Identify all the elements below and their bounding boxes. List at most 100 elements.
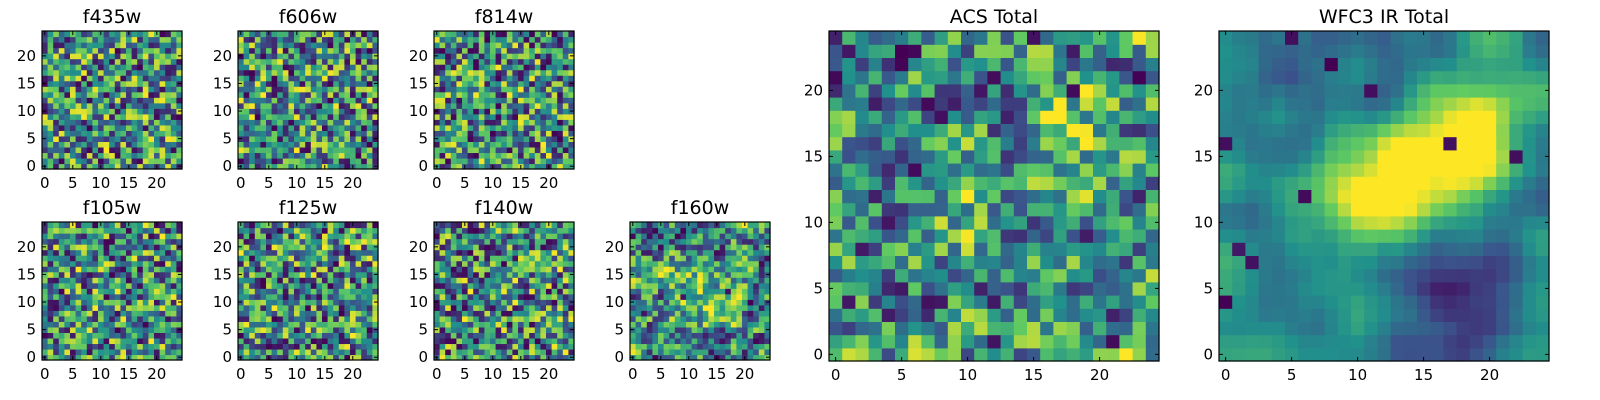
x-tick-label: 5 — [460, 174, 470, 192]
heatmap-cell — [176, 86, 183, 93]
heatmap-cell — [529, 244, 536, 251]
heatmap-cell — [551, 277, 558, 284]
heatmap-cell — [114, 304, 121, 311]
heatmap-cell — [439, 146, 446, 154]
heatmap-cell — [467, 271, 474, 278]
heatmap-cell — [478, 337, 485, 345]
heatmap-cell — [674, 227, 681, 234]
heatmap-cell — [495, 86, 502, 93]
heatmap-cell — [170, 288, 177, 295]
heatmap-cell — [86, 348, 93, 356]
heatmap-cell — [445, 163, 452, 170]
heatmap-cell — [361, 113, 368, 120]
heatmap-cell — [501, 102, 508, 109]
heatmap-cell — [473, 271, 480, 278]
heatmap-cell — [103, 64, 110, 71]
heatmap-cell — [131, 163, 138, 170]
heatmap-cell — [75, 337, 82, 345]
heatmap-cell — [934, 242, 949, 256]
y-tick-label: 5 — [418, 321, 428, 339]
heatmap-cell — [243, 64, 250, 71]
heatmap-cell — [70, 266, 77, 273]
heatmap-cell — [126, 53, 133, 60]
heatmap-cell — [126, 130, 133, 137]
heatmap-cell — [148, 271, 155, 278]
heatmap-cell — [238, 337, 245, 345]
heatmap-cell — [691, 310, 698, 317]
heatmap-cell — [53, 42, 60, 49]
heatmap-cell — [714, 271, 721, 278]
heatmap-cell — [249, 227, 256, 234]
heatmap-cell — [170, 260, 177, 267]
heatmap-cell — [562, 135, 569, 142]
heatmap-cell — [895, 281, 909, 296]
heatmap-cell — [131, 260, 138, 267]
heatmap-cell — [467, 337, 474, 345]
heatmap-cell — [534, 152, 541, 159]
heatmap-cell — [434, 102, 441, 109]
heatmap-cell — [176, 47, 183, 54]
heatmap-cell — [98, 310, 105, 317]
heatmap-cell — [506, 64, 513, 71]
heatmap-cell — [355, 58, 362, 65]
heatmap-cell — [686, 277, 693, 284]
heatmap-cell — [1145, 268, 1160, 283]
heatmap-cell — [154, 348, 161, 356]
heatmap-cell — [310, 332, 317, 339]
heatmap-cell — [350, 113, 357, 120]
heatmap-cell — [501, 130, 508, 137]
heatmap-cell — [327, 53, 334, 60]
heatmap-cell — [271, 255, 278, 262]
heatmap-cell — [1000, 202, 1015, 217]
heatmap-cell — [669, 299, 676, 306]
heatmap-cell — [64, 91, 71, 98]
heatmap-cell — [58, 47, 65, 54]
heatmap-cell — [635, 233, 642, 240]
heatmap-cell — [254, 36, 261, 43]
heatmap-cell — [42, 146, 49, 154]
heatmap-cell — [366, 260, 373, 267]
heatmap-cell — [344, 152, 351, 159]
heatmap-cell — [1079, 202, 1094, 217]
heatmap-cell — [254, 315, 261, 322]
heatmap-cell — [562, 293, 569, 300]
heatmap-cell — [249, 321, 256, 328]
heatmap-cell — [529, 163, 536, 170]
heatmap-cell — [641, 293, 648, 300]
heatmap-cell — [523, 277, 530, 284]
heatmap-cell — [333, 343, 340, 350]
heatmap-cell — [445, 86, 452, 93]
heatmap-cell — [445, 310, 452, 317]
heatmap-cell — [652, 348, 659, 356]
heatmap-cell — [92, 310, 99, 317]
heatmap-cell — [450, 255, 457, 262]
heatmap-cell — [730, 354, 737, 361]
heatmap-cell — [355, 288, 362, 295]
heatmap-cell — [663, 299, 670, 306]
heatmap-cell — [1000, 321, 1015, 336]
heatmap-cell — [350, 348, 357, 356]
heatmap-cell — [366, 97, 373, 104]
heatmap-cell — [663, 354, 670, 361]
heatmap-cell — [58, 135, 65, 142]
heatmap-cell — [137, 97, 144, 104]
heatmap-cell — [484, 119, 491, 126]
heatmap-cell — [490, 75, 497, 82]
heatmap-cell — [646, 255, 653, 262]
heatmap-cell — [249, 135, 256, 142]
heatmap-cell — [322, 157, 329, 165]
heatmap-cell — [702, 315, 709, 322]
heatmap-cell — [686, 288, 693, 295]
heatmap-cell — [669, 227, 676, 234]
heatmap-cell — [159, 146, 166, 154]
heatmap-cell — [142, 135, 149, 142]
heatmap-cell — [98, 227, 105, 234]
heatmap-cell — [947, 295, 962, 309]
heatmap-cell — [294, 119, 301, 126]
heatmap-cell — [299, 326, 306, 333]
heatmap-cell — [450, 146, 457, 154]
heatmap-cell — [114, 282, 121, 289]
heatmap-cell — [176, 304, 183, 311]
heatmap-cell — [484, 91, 491, 98]
heatmap-cell — [551, 238, 558, 245]
